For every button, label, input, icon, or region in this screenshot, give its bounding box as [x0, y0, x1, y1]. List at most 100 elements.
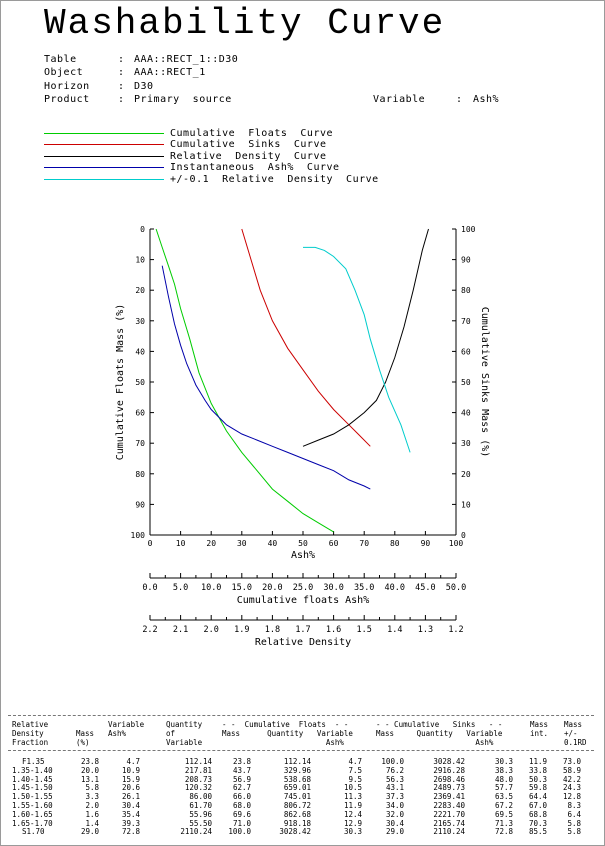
table-cell: 43.7 — [232, 765, 251, 775]
table-cell: 68.0 — [232, 801, 251, 810]
legend-swatch — [44, 133, 164, 134]
meta-object-label: Object — [44, 67, 84, 78]
table-cell: 100.0 — [228, 827, 251, 837]
x-axis-title: Ash% — [291, 550, 315, 561]
table-cell: 61.70 — [189, 801, 212, 810]
density-axis-tick-label: 1.2 — [448, 625, 463, 635]
left-tick-label: 10 — [135, 256, 145, 265]
table-cell: 3028.42 — [433, 757, 465, 766]
meta-table-colon: : — [118, 54, 125, 65]
table-row: 1.50-1.55 3.3 26.1 86.00 66.0 745.01 11.3 37.3 2… — [8, 792, 594, 801]
table-cell: 23.8 — [232, 757, 251, 766]
table-cell: 918.18 — [283, 818, 311, 828]
legend-item: Cumulative Sinks Curve — [44, 139, 464, 151]
table-cell: 69.6 — [232, 809, 251, 819]
meta-object-colon: : — [118, 67, 125, 78]
floats-axis-tick-label: 15.0 — [232, 583, 252, 593]
right-tick-label: 50 — [461, 378, 471, 387]
table-cell: 6.4 — [567, 809, 581, 819]
table-cell: 59.8 — [528, 783, 547, 793]
table-cell: 12.9 — [343, 818, 362, 828]
x-tick-label: 50 — [298, 539, 308, 548]
density-axis-tick-label: 1.5 — [357, 625, 372, 635]
legend-swatch — [44, 156, 164, 157]
header-mass-pm: Mass +/- 0.1RD — [564, 720, 587, 747]
table-cell: 2283.40 — [433, 801, 465, 810]
header-variable-ash: Variable Ash% — [108, 720, 145, 738]
legend-label: Relative Density Curve — [170, 151, 327, 162]
table-cell: 26.1 — [121, 792, 140, 802]
table-cell: 34.0 — [385, 801, 404, 810]
x-tick-label: 100 — [449, 539, 464, 548]
table-cell: 70.3 — [528, 818, 547, 828]
table-cell: 112.14 — [283, 757, 311, 766]
header-sinks-columns: Mass Quantity Variable Ash% — [376, 729, 503, 747]
table-top-rule — [8, 715, 594, 716]
density-axis-tick-label: 2.0 — [204, 625, 219, 635]
right-tick-label: 80 — [461, 286, 471, 295]
table-cell: 217.81 — [184, 765, 212, 775]
table-cell: 55.50 — [189, 818, 212, 828]
table-cell: 35.4 — [121, 809, 140, 819]
table-row: 1.45-1.50 5.8 20.6 120.32 62.7 659.01 10.5 43.1… — [8, 783, 594, 792]
density-axis-tick-label: 1.9 — [234, 625, 249, 635]
table-row: S1.70 29.0 72.8 2110.24 100.0 3028.42 30.3 29.0… — [8, 827, 594, 836]
legend-label: Instantaneous Ash% Curve — [170, 162, 340, 173]
table-cell: 55.96 — [189, 809, 212, 819]
left-tick-label: 80 — [135, 470, 145, 479]
table-cell: 71.0 — [232, 818, 251, 828]
table-row: 1.60-1.65 1.6 35.4 55.96 69.6 862.68 12.4 32.0 2… — [8, 810, 594, 819]
legend-item: Instantaneous Ash% Curve — [44, 162, 464, 174]
table-cell: 4.7 — [348, 757, 362, 766]
header-mass-int: Mass int. — [530, 720, 549, 738]
density-axis-tick-label: 1.6 — [326, 625, 341, 635]
floats-axis-tick-label: 45.0 — [415, 583, 435, 593]
meta-variable-value: Ash% — [473, 94, 500, 105]
table-cell: 2916.28 — [433, 765, 465, 775]
table-cell: 50.3 — [528, 774, 547, 784]
table-cell: 538.68 — [283, 774, 311, 784]
density-axis-tick-label: 2.2 — [142, 625, 157, 635]
table-header-rule — [8, 750, 594, 751]
meta-variable-label: Variable — [373, 94, 426, 105]
meta-variable-colon: : — [456, 94, 463, 105]
table-cell: 69.5 — [494, 809, 513, 819]
table-cell: 13.1 — [80, 774, 99, 784]
table-cell: 2221.70 — [433, 809, 465, 819]
table-cell: 5.8 — [85, 783, 99, 793]
table-cell: 38.3 — [494, 765, 513, 775]
left-tick-label: 40 — [135, 347, 145, 356]
right-tick-label: 90 — [461, 256, 471, 265]
table-cell: 66.0 — [232, 792, 251, 802]
right-tick-label: 10 — [461, 500, 471, 509]
page-title: Washability Curve — [44, 3, 446, 44]
x-tick-label: 10 — [176, 539, 186, 548]
table-cell: 43.1 — [385, 783, 404, 793]
right-tick-label: 30 — [461, 439, 471, 448]
table-cell: 1.6 — [85, 809, 99, 819]
table-cell: 100.0 — [381, 757, 404, 766]
table-cell: 5.8 — [567, 827, 581, 837]
header-cumulative-sinks: - - Cumulative Sinks - - — [376, 720, 503, 729]
legend-label: +/-0.1 Relative Density Curve — [170, 174, 379, 185]
floats-axis-tick-label: 25.0 — [293, 583, 313, 593]
table-cell: 3.3 — [85, 792, 99, 802]
table-cell: 2489.73 — [433, 783, 465, 793]
series-line-2 — [302, 228, 429, 447]
x-tick-label: 80 — [390, 539, 400, 548]
table-cell: 76.2 — [385, 765, 404, 775]
table-cell: 1.60-1.65 — [12, 809, 53, 819]
table-cell: 20.6 — [121, 783, 140, 793]
table-cell: 37.3 — [385, 792, 404, 802]
table-cell: 56.9 — [232, 774, 251, 784]
table-cell: 33.8 — [528, 765, 547, 775]
floats-axis-tick-label: 30.0 — [323, 583, 343, 593]
floats-axis-title: Cumulative floats Ash% — [237, 595, 369, 606]
table-cell: 112.14 — [184, 757, 212, 766]
density-axis-title: Relative Density — [255, 637, 351, 648]
table-cell: 23.8 — [80, 757, 99, 766]
table-row: 1.40-1.45 13.1 15.9 208.73 56.9 538.68 9.5 56.3… — [8, 775, 594, 784]
series-line-3 — [161, 265, 371, 490]
table-cell: 2110.24 — [180, 827, 212, 837]
meta-product-colon: : — [118, 94, 125, 105]
